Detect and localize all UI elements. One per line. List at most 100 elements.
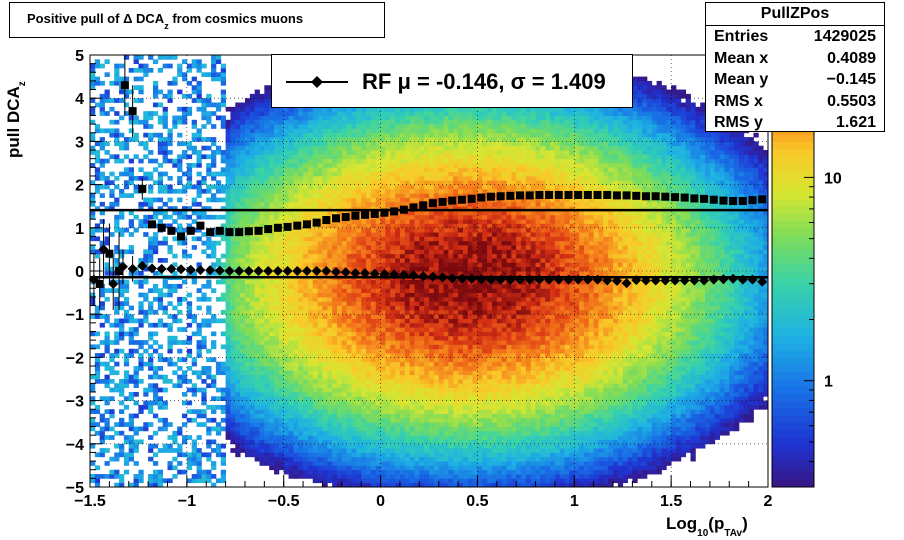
- heat-cell: [414, 469, 420, 475]
- heat-cell: [356, 167, 362, 173]
- heat-cell: [375, 301, 381, 306]
- heat-cell: [201, 124, 207, 129]
- heat-cell: [235, 288, 241, 293]
- heat-cell: [351, 426, 357, 432]
- heat-cell: [370, 461, 377, 466]
- heat-cell: [346, 150, 352, 155]
- heat-cell: [119, 145, 125, 151]
- heat-cell: [341, 236, 348, 242]
- heat-cell: [201, 335, 207, 341]
- heat-cell: [380, 461, 386, 466]
- heat-cell: [244, 391, 251, 397]
- heat-cell: [244, 145, 251, 151]
- heat-cell: [191, 145, 197, 151]
- heat-cell: [327, 456, 333, 462]
- heat-cell: [220, 279, 226, 285]
- heat-cell: [361, 288, 367, 293]
- heat-cell: [351, 223, 357, 229]
- heat-cell: [327, 201, 333, 207]
- heat-cell: [298, 396, 304, 401]
- heat-cell: [274, 383, 280, 389]
- heat-cell: [278, 357, 285, 363]
- heat-cell: [206, 145, 212, 151]
- heat-cell: [288, 141, 294, 147]
- heat-cell: [298, 128, 304, 134]
- heat-cell: [404, 262, 411, 268]
- heat-cell: [259, 292, 265, 298]
- heat-cell: [356, 374, 362, 380]
- heat-cell: [341, 478, 348, 484]
- heat-cell: [283, 366, 289, 371]
- heat-cell: [303, 361, 309, 367]
- heat-cell: [327, 348, 333, 354]
- heat-cell: [143, 197, 149, 203]
- heat-cell: [361, 296, 367, 302]
- heat-cell: [249, 219, 256, 224]
- heat-cell: [346, 461, 352, 466]
- heat-cell: [312, 391, 319, 397]
- heat-cell: [336, 474, 343, 479]
- heat-cell: [322, 469, 328, 475]
- heat-cell: [380, 305, 386, 311]
- heat-cell: [148, 301, 154, 306]
- heat-cell: [307, 167, 314, 173]
- heat-cell: [259, 128, 265, 134]
- heat-cell: [162, 111, 168, 116]
- heat-cell: [293, 111, 299, 116]
- heat-cell: [90, 72, 96, 77]
- heat-cell: [298, 357, 304, 363]
- heat-cell: [186, 322, 193, 328]
- heat-cell: [395, 240, 401, 246]
- heat-cell: [230, 141, 236, 147]
- heat-cell: [269, 245, 275, 250]
- heat-cell: [366, 180, 372, 185]
- heat-cell: [264, 379, 270, 384]
- heat-cell: [366, 335, 372, 341]
- heat-cell: [390, 184, 396, 190]
- heat-cell: [317, 361, 323, 367]
- heat-cell: [346, 206, 352, 211]
- heat-cell: [307, 318, 314, 324]
- heat-cell: [303, 348, 309, 354]
- heat-cell: [409, 426, 415, 432]
- heat-cell: [390, 396, 396, 401]
- heat-cell: [283, 452, 289, 458]
- heat-cell: [361, 465, 367, 471]
- heat-cell: [264, 461, 270, 466]
- heat-cell: [341, 124, 348, 129]
- heat-cell: [191, 361, 197, 367]
- heat-cell: [186, 93, 193, 99]
- heat-cell: [404, 374, 411, 380]
- heat-cell: [264, 102, 270, 108]
- heat-cell: [336, 279, 343, 285]
- heat-cell: [380, 292, 386, 298]
- heat-cell: [380, 262, 386, 268]
- heat-cell: [341, 435, 348, 440]
- heat-cell: [399, 158, 406, 164]
- heat-cell: [225, 197, 231, 203]
- heat-cell: [152, 167, 159, 173]
- heat-cell: [230, 357, 236, 363]
- heat-cell: [186, 154, 193, 160]
- heat-cell: [206, 197, 212, 203]
- heat-cell: [336, 370, 343, 376]
- heat-cell: [90, 150, 96, 155]
- heat-cell: [244, 361, 251, 367]
- heat-cell: [167, 245, 173, 250]
- heat-cell: [409, 124, 415, 129]
- heat-cell: [90, 292, 96, 298]
- heat-cell: [395, 167, 401, 173]
- heat-cell: [327, 400, 333, 406]
- heat-cell: [104, 374, 110, 380]
- heat-cell: [346, 448, 352, 453]
- heat-cell: [409, 296, 415, 302]
- heat-cell: [351, 262, 357, 268]
- heat-cell: [264, 175, 270, 181]
- heat-cell: [186, 301, 193, 306]
- heat-cell: [288, 404, 294, 410]
- heat-cell: [240, 288, 246, 293]
- heat-cell: [201, 102, 207, 108]
- heat-cell: [409, 374, 415, 380]
- heat-cell: [322, 283, 328, 289]
- heat-cell: [167, 63, 173, 69]
